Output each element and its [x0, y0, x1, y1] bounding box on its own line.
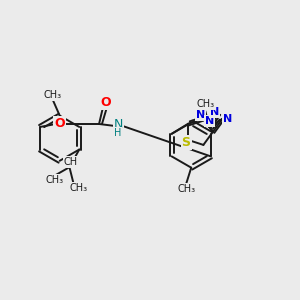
Text: O: O [100, 96, 111, 109]
Text: CH: CH [63, 157, 77, 167]
Text: H: H [114, 128, 122, 138]
Text: N: N [114, 118, 123, 131]
Text: CH₃: CH₃ [177, 184, 195, 194]
Text: N: N [205, 116, 214, 126]
Text: CH₃: CH₃ [196, 99, 214, 109]
Text: N: N [223, 114, 232, 124]
Text: N: N [210, 107, 220, 117]
Text: CH₃: CH₃ [69, 183, 87, 193]
Text: S: S [182, 136, 190, 149]
Text: CH₃: CH₃ [44, 90, 62, 100]
Text: O: O [55, 118, 65, 130]
Text: N: N [196, 110, 205, 120]
Text: CH₃: CH₃ [46, 175, 64, 185]
